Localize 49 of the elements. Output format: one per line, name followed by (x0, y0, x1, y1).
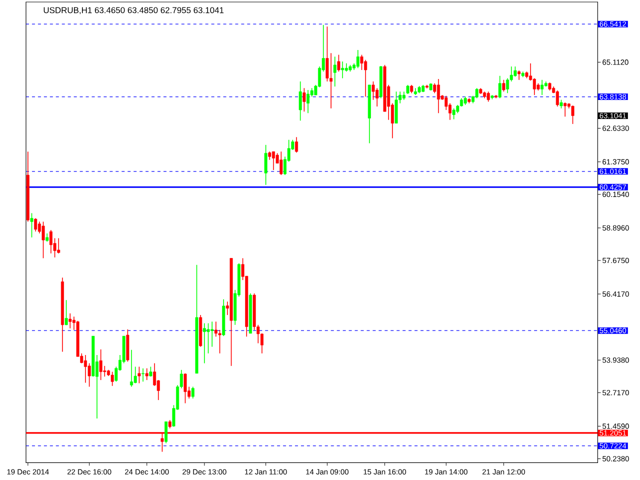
candlestick (571, 105, 574, 124)
candlestick (42, 221, 45, 259)
candlestick (295, 136, 298, 154)
candlestick (518, 70, 521, 80)
candlestick (184, 372, 187, 404)
candlestick (337, 54, 340, 72)
candlestick (206, 322, 210, 354)
candlestick (364, 59, 368, 98)
candlestick (49, 230, 52, 254)
candlestick (452, 108, 456, 120)
candlestick (333, 56, 336, 87)
candlestick (34, 218, 38, 232)
candlestick (330, 52, 333, 109)
candlestick (57, 238, 60, 254)
candlestick (564, 102, 567, 118)
candlestick (142, 368, 145, 382)
candlestick (99, 348, 102, 380)
candlestick (30, 212, 34, 238)
candlestick (210, 321, 214, 348)
candlestick (486, 91, 490, 102)
candlestick (64, 300, 68, 326)
candlestick (130, 350, 134, 388)
candlestick (272, 151, 275, 170)
candlestick (68, 312, 72, 329)
candlestick (394, 91, 398, 124)
candlestick (298, 81, 302, 122)
candlestick (280, 151, 283, 176)
candlestick (498, 75, 502, 99)
candlestick (540, 79, 544, 96)
candlestick (436, 78, 440, 114)
candlestick (376, 88, 379, 107)
candlestick (514, 66, 517, 78)
candlestick (84, 354, 87, 384)
candlestick (202, 322, 206, 364)
candlestick (138, 366, 141, 384)
text: USDRUB,H1 63.4650 63.4850 62.7955 63.1041 (44, 7, 224, 14)
candlestick (556, 90, 559, 107)
candlestick (302, 88, 306, 112)
candlestick (306, 90, 310, 114)
candlestick (341, 61, 344, 79)
candlestick (145, 368, 148, 380)
candlestick (502, 79, 506, 92)
candlestick (191, 386, 194, 399)
candlestick (264, 144, 268, 186)
candlestick (356, 50, 360, 69)
candlestick (164, 421, 168, 444)
candlestick (214, 321, 218, 337)
candlestick (506, 78, 510, 94)
candlestick (110, 371, 114, 386)
